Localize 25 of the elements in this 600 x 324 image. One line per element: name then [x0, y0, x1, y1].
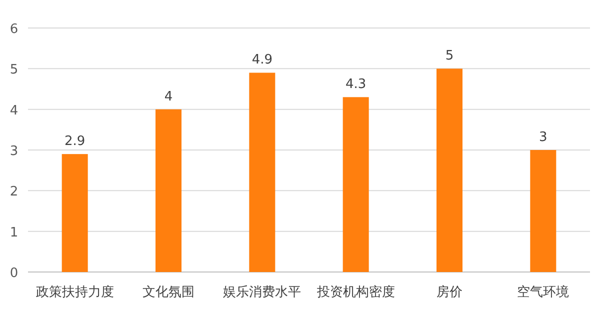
data-label: 3 — [539, 130, 548, 145]
data-label: 4.9 — [252, 52, 273, 68]
data-label: 5 — [445, 48, 454, 64]
bar — [249, 72, 276, 272]
bar — [436, 68, 462, 272]
y-tick-label: 5 — [10, 62, 18, 78]
x-tick-label: 政策扶持力度 — [36, 284, 114, 300]
bar — [62, 154, 88, 272]
data-label: 4 — [164, 89, 173, 104]
y-tick-label: 3 — [10, 144, 18, 159]
x-tick-label: 投资机构密度 — [316, 284, 395, 300]
y-tick-label: 6 — [10, 22, 18, 37]
y-tick-label: 4 — [10, 103, 18, 118]
data-label: 4.3 — [345, 77, 366, 92]
bar — [342, 97, 369, 272]
x-tick-label: 房价 — [436, 284, 462, 300]
data-label: 2.9 — [64, 134, 86, 150]
y-tick-label: 1 — [10, 225, 18, 240]
y-tick-label: 2 — [10, 184, 18, 200]
x-tick-label: 娱乐消费水平 — [223, 285, 302, 300]
x-tick-label: 空气环境 — [517, 284, 570, 300]
x-tick-label: 文化氛围 — [142, 285, 194, 300]
bar — [530, 150, 556, 272]
y-tick-label: 0 — [10, 266, 18, 281]
bar — [156, 109, 182, 272]
